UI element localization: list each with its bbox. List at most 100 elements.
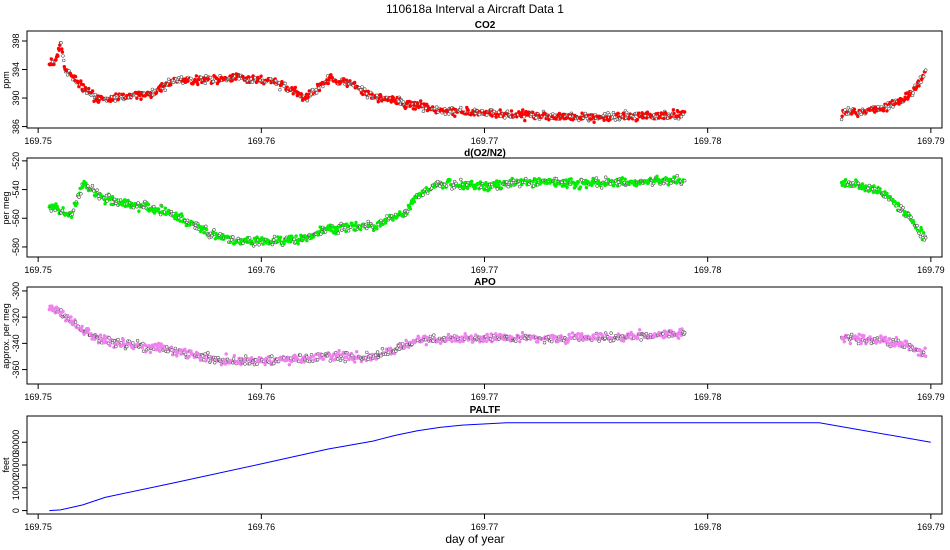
co2-point bbox=[622, 113, 626, 118]
co2-point bbox=[73, 74, 78, 79]
paltf-plot-frame bbox=[26, 415, 943, 515]
do2n2-point bbox=[359, 227, 363, 232]
apo-point bbox=[904, 339, 909, 344]
do2n2-point bbox=[70, 212, 75, 217]
do2n2-point bbox=[459, 177, 463, 182]
co2-point bbox=[321, 84, 325, 89]
co2-point bbox=[839, 117, 844, 122]
co2-x-tick-label: 169.77 bbox=[471, 136, 499, 146]
do2n2-point bbox=[136, 201, 140, 205]
do2n2-point bbox=[646, 181, 651, 185]
do2n2-point bbox=[596, 179, 601, 183]
apo-point bbox=[175, 354, 179, 358]
apo-point bbox=[276, 359, 281, 364]
do2n2-x-tick-label: 169.75 bbox=[24, 265, 52, 275]
co2-point bbox=[135, 96, 139, 100]
apo-y-tick-label: -360 bbox=[11, 361, 21, 379]
apo-point bbox=[366, 357, 370, 361]
apo-point bbox=[923, 346, 927, 350]
apo-point bbox=[874, 340, 879, 344]
apo-point bbox=[80, 324, 84, 329]
co2-point bbox=[393, 98, 397, 102]
do2n2-point bbox=[919, 228, 924, 232]
co2-x-tick-label: 169.75 bbox=[24, 136, 52, 146]
do2n2-point bbox=[54, 202, 58, 206]
co2-point bbox=[636, 111, 641, 115]
apo-point bbox=[158, 349, 162, 353]
do2n2-point bbox=[506, 185, 510, 189]
co2-point bbox=[921, 74, 926, 79]
apo-point bbox=[887, 337, 892, 341]
co2-x-tick-label: 169.79 bbox=[917, 136, 945, 146]
do2n2-point bbox=[346, 229, 351, 233]
apo-point bbox=[69, 319, 74, 323]
apo-point bbox=[270, 354, 274, 358]
apo-point bbox=[842, 340, 846, 344]
co2-point bbox=[361, 92, 365, 97]
do2n2-point bbox=[278, 238, 282, 243]
do2n2-point bbox=[872, 184, 876, 188]
apo-point bbox=[140, 345, 145, 350]
apo-point bbox=[268, 359, 272, 363]
co2-point bbox=[86, 86, 91, 91]
co2-point bbox=[196, 82, 200, 87]
co2-point bbox=[59, 40, 63, 45]
apo-y-tick-label: -340 bbox=[11, 334, 21, 352]
do2n2-point bbox=[424, 186, 428, 190]
do2n2-point bbox=[461, 187, 466, 191]
co2-point bbox=[521, 108, 525, 112]
do2n2-point bbox=[565, 185, 569, 190]
apo-point bbox=[567, 332, 571, 337]
paltf-x-tick-label: 169.77 bbox=[471, 522, 499, 532]
do2n2-point bbox=[509, 184, 513, 188]
paltf-y-tick-label: 10000 bbox=[11, 475, 21, 500]
apo-point bbox=[71, 323, 76, 327]
do2n2-point bbox=[61, 206, 65, 210]
do2n2-point bbox=[270, 242, 275, 247]
co2-point bbox=[121, 92, 126, 97]
apo-point bbox=[224, 352, 228, 356]
do2n2-point bbox=[180, 214, 184, 218]
apo-point bbox=[857, 332, 861, 336]
co2-point bbox=[923, 68, 928, 72]
apo-point bbox=[570, 331, 575, 335]
co2-point bbox=[632, 116, 637, 121]
apo-point bbox=[119, 341, 124, 345]
apo-point bbox=[846, 334, 850, 338]
do2n2-point bbox=[637, 182, 642, 186]
apo-point bbox=[131, 341, 135, 345]
apo-point bbox=[321, 357, 326, 361]
apo-point bbox=[916, 353, 921, 357]
do2n2-point bbox=[417, 195, 421, 200]
apo-point bbox=[923, 354, 928, 358]
apo-point bbox=[424, 343, 428, 347]
co2-point bbox=[534, 116, 538, 120]
co2-point bbox=[116, 97, 121, 101]
co2-point bbox=[592, 120, 596, 124]
co2-point bbox=[199, 75, 203, 80]
do2n2-point bbox=[562, 184, 567, 188]
apo-point bbox=[428, 334, 433, 339]
do2n2-point bbox=[569, 177, 573, 181]
do2n2-point bbox=[661, 181, 666, 186]
co2-point bbox=[148, 90, 153, 95]
co2-point bbox=[139, 97, 143, 101]
apo-point bbox=[116, 337, 120, 342]
apo-point bbox=[121, 338, 126, 343]
do2n2-point bbox=[77, 195, 81, 199]
apo-point bbox=[365, 350, 369, 355]
do2n2-point bbox=[482, 188, 487, 192]
co2-point bbox=[917, 84, 921, 88]
apo-point bbox=[169, 345, 174, 349]
co2-point bbox=[679, 114, 684, 119]
do2n2-point bbox=[590, 183, 594, 187]
do2n2-y-label: per meg bbox=[1, 191, 11, 224]
apo-point bbox=[559, 334, 563, 338]
apo-point bbox=[562, 338, 566, 343]
do2n2-point bbox=[923, 236, 928, 240]
co2-point bbox=[159, 89, 163, 93]
apo-point bbox=[438, 341, 443, 345]
apo-point bbox=[401, 342, 405, 346]
apo-point bbox=[417, 336, 421, 340]
